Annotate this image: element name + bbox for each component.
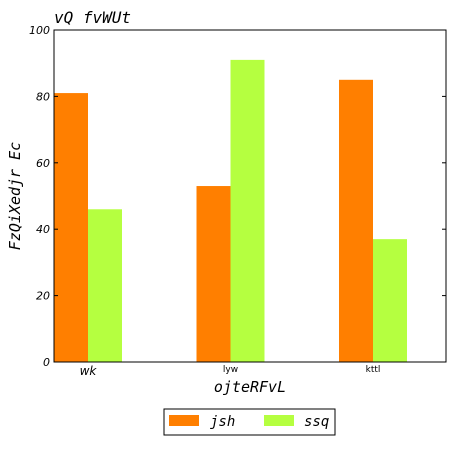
legend-label-jsh: jsh bbox=[210, 414, 235, 430]
x-axis-ticks: wk lyw kttl bbox=[80, 364, 381, 378]
bar-ssq-lyw bbox=[230, 59, 265, 362]
y-tick-label: 60 bbox=[36, 157, 50, 170]
x-tick-label-kttl: kttl bbox=[366, 365, 381, 375]
bar-jsh-kttl bbox=[339, 79, 373, 363]
legend-swatch-jsh bbox=[169, 415, 199, 426]
bar-jsh-wk bbox=[54, 93, 88, 362]
y-axis-label: FzQiXedjr Ec bbox=[6, 142, 24, 250]
y-tick-label: 20 bbox=[36, 290, 50, 303]
y-axis-ticks: 0 20 40 60 80 100 bbox=[29, 24, 446, 369]
bar-jsh-lyw bbox=[196, 186, 231, 362]
plot-frame bbox=[53, 29, 447, 363]
legend-label-ssq: ssq bbox=[304, 414, 329, 430]
x-tick-label-wk: wk bbox=[80, 364, 98, 378]
legend-swatch-ssq bbox=[264, 415, 294, 426]
legend: jsh ssq bbox=[163, 408, 336, 436]
y-tick-label: 0 bbox=[43, 356, 50, 369]
y-tick-label: 80 bbox=[36, 90, 50, 103]
chart-title: vQ fvWUt bbox=[54, 8, 131, 27]
bars-group bbox=[54, 59, 407, 363]
y-tick-label: 40 bbox=[36, 223, 50, 236]
bar-ssq-wk bbox=[88, 209, 122, 362]
x-axis-label: ojteRFvL bbox=[214, 378, 286, 396]
y-tick-label: 100 bbox=[29, 24, 50, 37]
bar-ssq-kttl bbox=[373, 239, 407, 362]
x-tick-label-lyw: lyw bbox=[223, 365, 238, 375]
